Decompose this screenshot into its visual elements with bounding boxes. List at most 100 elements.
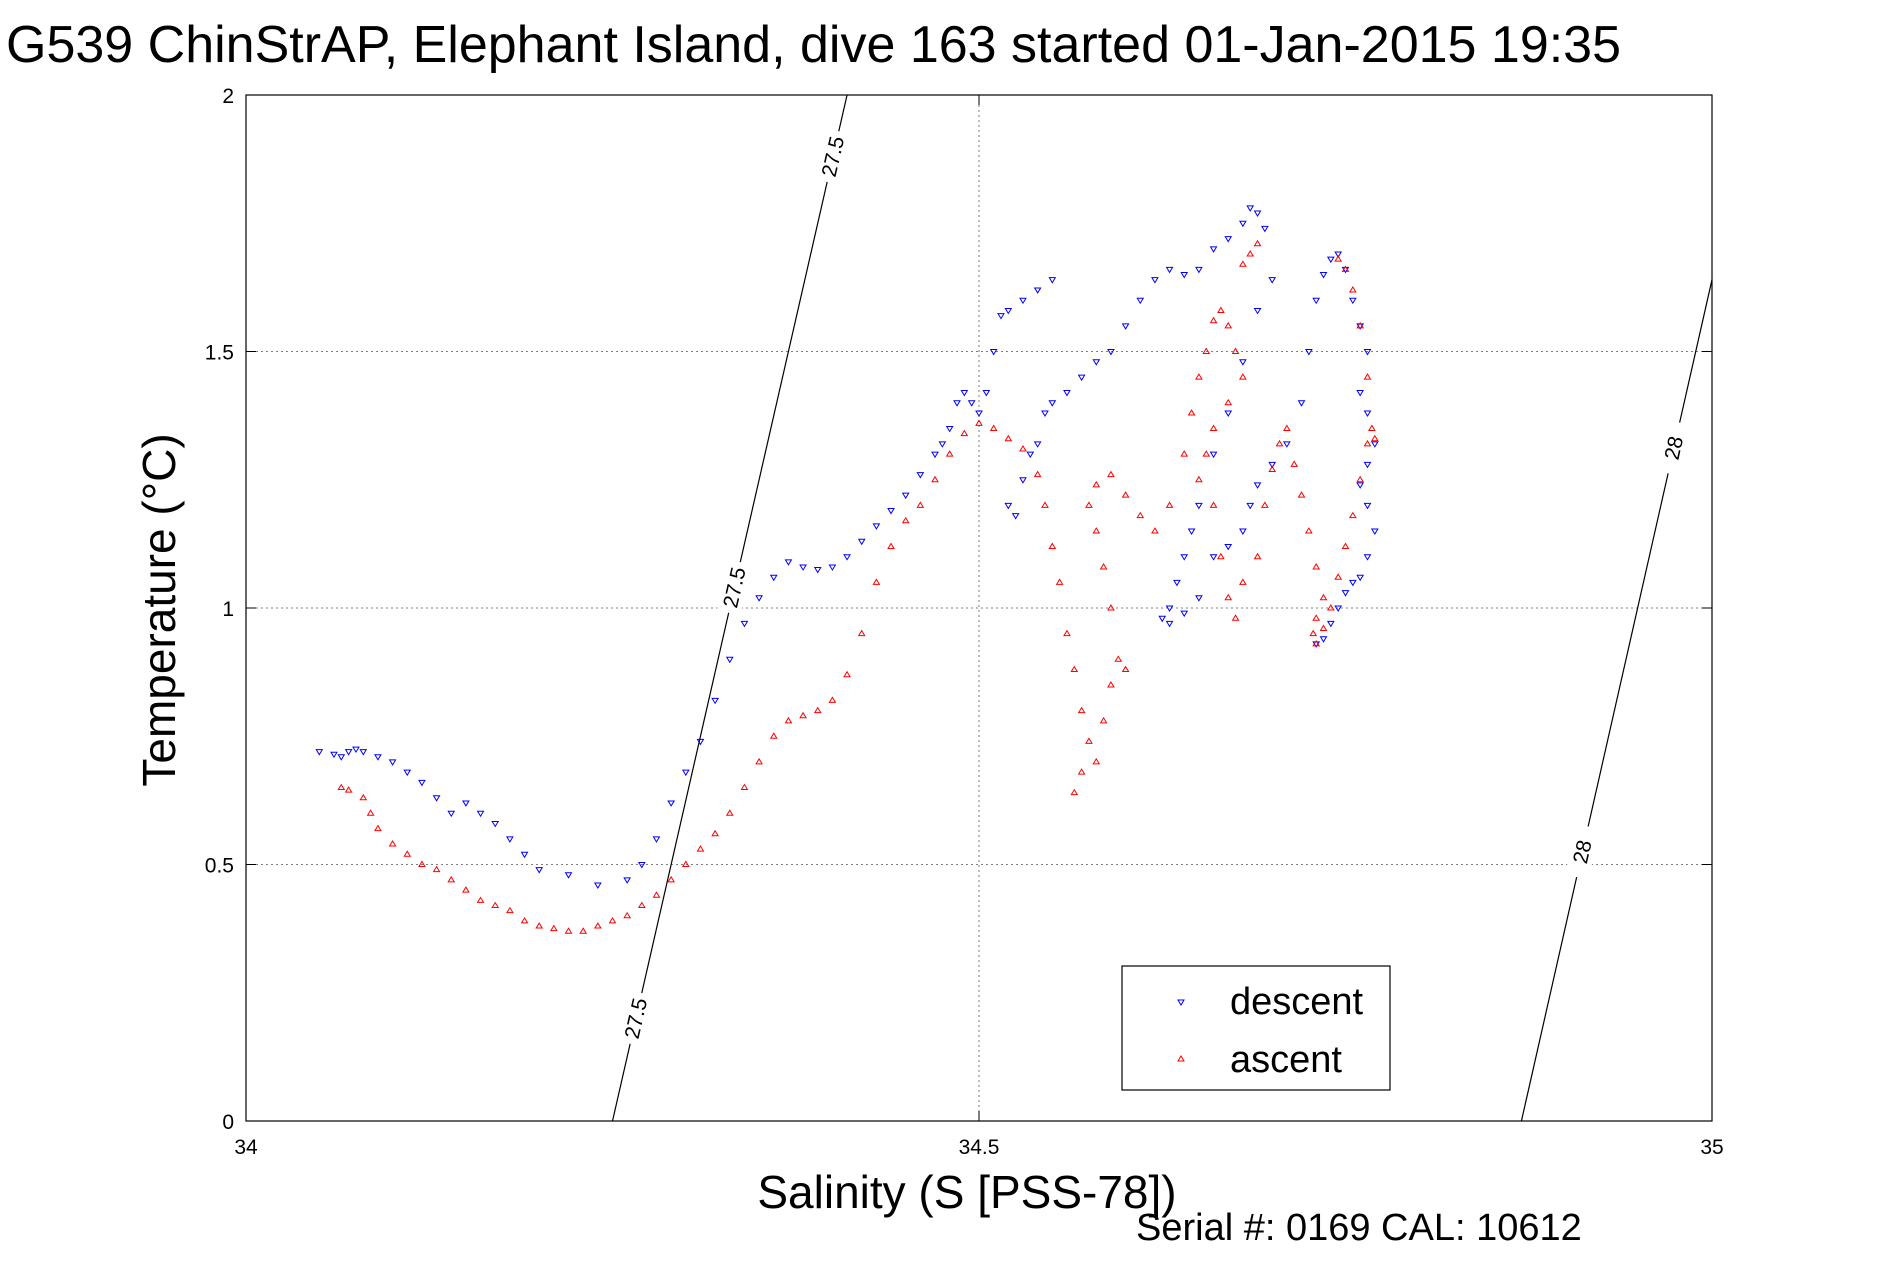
ascent-point [1217,552,1225,560]
ascent-point [1209,501,1218,508]
descent-point [989,349,998,356]
ascent-point [1363,373,1372,380]
x-axis-label: Salinity (S [PSS-78]) [757,1166,1176,1218]
descent-point [1253,307,1262,315]
descent-point [337,754,346,761]
ascent-point [337,783,346,791]
ascent-point [608,916,617,924]
descent-point [1004,307,1013,315]
descent-point [953,400,961,407]
ascent-point [1334,255,1343,262]
contour-label-gap [1656,419,1692,476]
descent-point [997,313,1005,320]
ascent-point [901,516,910,524]
descent-point [1246,502,1255,510]
ascent-point [1356,475,1365,483]
y-axis-ticks: 0 0.5 1 1.5 2 [205,85,1712,1134]
ascent-point [843,670,851,678]
descent-point [960,390,969,397]
descent-point [535,867,544,874]
descent-point [681,769,690,777]
descent-point [1107,349,1115,356]
ascent-point [476,896,485,903]
descent-point [447,810,456,818]
descent-point [982,390,991,397]
descent-point [1165,620,1174,628]
descent-point [1356,574,1365,582]
ascent-point [1217,306,1225,313]
ascent-point [1121,665,1130,673]
ascent-point [1224,321,1233,329]
serial-cal-footer: Serial #: 0169 CAL: 10612 [1136,1207,1582,1249]
ascent-point [1341,265,1350,272]
ascent-point [960,429,969,437]
descent-point [1363,349,1372,356]
descent-point [1297,400,1306,407]
ascent-point [652,891,661,898]
descent-point [1334,605,1343,612]
ascent-point [1165,501,1174,508]
descent-point [1326,620,1335,628]
descent-point [564,872,573,879]
descent-point [623,877,632,884]
descent-point [505,836,514,843]
descent-point [667,800,676,807]
x-tick-label: 34 [234,1136,258,1159]
descent-point [1048,400,1057,407]
ascent-point [1092,527,1101,534]
ascent-point [1107,470,1115,478]
legend-ascent-marker [1177,1055,1185,1062]
ascent-point [975,419,983,426]
descent-point [1209,554,1218,561]
descent-point [315,749,324,756]
ascent-point [711,829,720,837]
descent-point [359,749,368,756]
ascent-point [989,424,998,431]
ascent-point [462,886,470,893]
ascent-point [916,501,925,508]
descent-point [1246,205,1255,212]
descent-point [1180,610,1189,618]
descent-point [1041,410,1049,418]
ascent-point [1368,424,1376,431]
descent-point [1033,287,1042,294]
descent-point [725,656,734,664]
descent-point [352,746,360,754]
descent-point [843,554,851,561]
ascent-point [1048,542,1057,549]
ascent-point [1195,373,1203,380]
ascent-point [1099,716,1108,724]
descent-point [857,538,866,546]
figure-title: G539 ChinStrAP, Elephant Island, dive 16… [6,16,1621,74]
ascent-point [1209,424,1218,431]
descent-point [1370,441,1379,448]
y-tick-label: 2 [222,85,234,108]
ascent-point [667,875,676,883]
ascent-point [1121,491,1130,498]
descent-point [1363,461,1372,469]
ascent-point [1085,737,1093,744]
ascent-point [1033,470,1042,478]
ascent-point [1304,527,1313,534]
descent-point [1238,359,1247,366]
descent-point [1026,451,1035,459]
descent-point [1209,451,1218,459]
descent-point [1253,482,1262,489]
ascent-point [1180,450,1189,457]
density-contour-label: 27.5 [719,565,751,610]
ascent-point [769,732,778,739]
ascent-point [1268,465,1277,472]
data-points [315,205,1379,934]
ascent-point [579,927,588,934]
contour-label-gap [815,128,851,185]
descent-point [1136,297,1145,305]
ascent-point [1202,347,1211,354]
ascent-point [1055,578,1064,585]
ascent-point [1275,439,1284,447]
descent-point [755,595,763,602]
ascent-point [1107,604,1115,611]
ascent-point [374,824,382,832]
descent-point [462,800,470,807]
descent-point [1224,410,1233,418]
descent-point [1019,477,1027,484]
